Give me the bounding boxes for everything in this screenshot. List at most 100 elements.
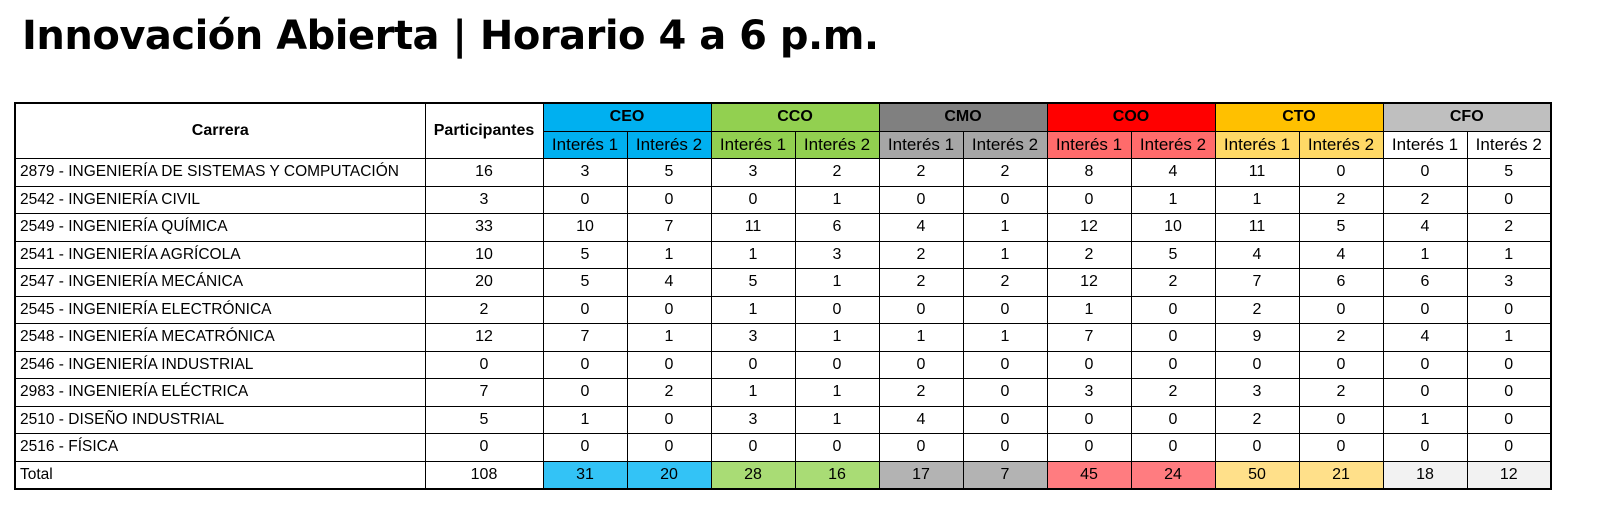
- cell-value: 0: [962, 350, 1048, 379]
- cell-participantes: 0: [424, 433, 544, 462]
- cell-participantes: 3: [424, 185, 544, 214]
- cell-value: 7: [542, 323, 628, 352]
- cell-value: 4: [1382, 213, 1468, 242]
- subheader-cco-interes-2: Interés 2: [794, 130, 880, 159]
- cell-value: 1: [1130, 185, 1216, 214]
- cell-value: 2: [1382, 185, 1468, 214]
- total-value: 20: [626, 460, 712, 490]
- cell-participantes: 20: [424, 268, 544, 297]
- cell-carrera: 2541 - INGENIERÍA AGRÍCOLA: [14, 240, 426, 269]
- table-row: 2545 - INGENIERÍA ELECTRÓNICA 2 0 0 1 0 0 0 1 0 2 0…: [14, 295, 1552, 324]
- cell-value: 5: [542, 268, 628, 297]
- cell-value: 6: [1382, 268, 1468, 297]
- cell-value: 2: [1214, 295, 1300, 324]
- cell-value: 2: [1046, 240, 1132, 269]
- cell-value: 2: [626, 378, 712, 407]
- cell-value: 4: [878, 405, 964, 434]
- cell-value: 0: [1298, 405, 1384, 434]
- subheader-cmo-interes-2: Interés 2: [962, 130, 1048, 159]
- total-row: Total 108 31 20 28 16 17 7 45 24 50 21 18 12: [14, 460, 1552, 490]
- cell-value: 2: [794, 158, 880, 187]
- cell-value: 0: [1214, 350, 1300, 379]
- table-row: 2879 - INGENIERÍA DE SISTEMAS Y COMPUTAC…: [14, 158, 1552, 187]
- cell-value: 9: [1214, 323, 1300, 352]
- cell-value: 5: [542, 240, 628, 269]
- cell-value: 0: [1382, 158, 1468, 187]
- cell-value: 1: [794, 185, 880, 214]
- cell-participantes: 10: [424, 240, 544, 269]
- cell-value: 2: [1298, 323, 1384, 352]
- cell-value: 1: [1466, 240, 1552, 269]
- cell-carrera: 2547 - INGENIERÍA MECÁNICA: [14, 268, 426, 297]
- cell-value: 0: [1382, 378, 1468, 407]
- header-row-groups: Carrera Participantes CEO CCO CMO COO CTO CFO: [14, 102, 1552, 159]
- cell-value: 1: [794, 323, 880, 352]
- cell-value: 0: [1214, 433, 1300, 462]
- cell-carrera: 2549 - INGENIERÍA QUÍMICA: [14, 213, 426, 242]
- cell-value: 3: [710, 405, 796, 434]
- cell-participantes: 12: [424, 323, 544, 352]
- subheader-coo-interes-1: Interés 1: [1046, 130, 1132, 159]
- cell-value: 1: [626, 240, 712, 269]
- cell-value: 1: [626, 323, 712, 352]
- header-row-interests: Interés 1 Interés 2 Interés 1 Interés 2 Inte…: [15, 130, 1552, 159]
- cell-value: 10: [1130, 213, 1216, 242]
- table-row: 2510 - DISEÑO INDUSTRIAL 5 1 0 3 1 4 0 0 0 2 0 1 0: [14, 405, 1552, 434]
- cell-value: 0: [962, 405, 1048, 434]
- total-value: 45: [1046, 460, 1132, 490]
- cell-value: 1: [794, 268, 880, 297]
- cell-value: 12: [1046, 213, 1132, 242]
- cell-value: 2: [878, 158, 964, 187]
- cell-value: 7: [626, 213, 712, 242]
- table-row: 2541 - INGENIERÍA AGRÍCOLA 10 5 1 1 3 2 1 2 5 4 4 1 1: [14, 240, 1552, 269]
- total-value: 50: [1214, 460, 1300, 490]
- cell-value: 2: [962, 268, 1048, 297]
- cell-value: 1: [878, 323, 964, 352]
- cell-value: 1: [1382, 405, 1468, 434]
- cell-value: 11: [1214, 158, 1300, 187]
- cell-value: 1: [962, 213, 1048, 242]
- cell-value: 0: [542, 378, 628, 407]
- cell-value: 0: [962, 378, 1048, 407]
- table-header: Carrera Participantes CEO CCO CMO COO CTO CFO In…: [14, 102, 1552, 159]
- cell-value: 0: [542, 433, 628, 462]
- cell-value: 0: [1466, 295, 1552, 324]
- total-label: Total: [14, 460, 426, 490]
- table-row: 2548 - INGENIERÍA MECATRÓNICA 12 7 1 3 1 1 1 7 0 9…: [14, 323, 1552, 352]
- cell-value: 1: [710, 295, 796, 324]
- cell-value: 0: [1046, 350, 1132, 379]
- cell-value: 3: [710, 323, 796, 352]
- cell-value: 0: [1046, 405, 1132, 434]
- cell-value: 2: [878, 268, 964, 297]
- cell-value: 0: [1382, 433, 1468, 462]
- cell-value: 0: [1130, 323, 1216, 352]
- cell-value: 1: [542, 405, 628, 434]
- cell-value: 0: [1130, 295, 1216, 324]
- cell-value: 7: [1214, 268, 1300, 297]
- cell-value: 0: [1130, 350, 1216, 379]
- cell-value: 6: [1298, 268, 1384, 297]
- cell-value: 5: [1130, 240, 1216, 269]
- cell-value: 1: [1382, 240, 1468, 269]
- cell-value: 5: [1466, 158, 1552, 187]
- group-header-ceo: CEO: [542, 102, 712, 132]
- cell-value: 0: [710, 433, 796, 462]
- cell-value: 1: [710, 378, 796, 407]
- cell-value: 0: [1382, 295, 1468, 324]
- cell-value: 1: [794, 378, 880, 407]
- subheader-ceo-interes-2: Interés 2: [626, 130, 712, 159]
- total-value: 28: [710, 460, 796, 490]
- cell-value: 0: [962, 433, 1048, 462]
- cell-value: 1: [1214, 185, 1300, 214]
- column-header-carrera: Carrera: [14, 102, 426, 159]
- participants-table: Carrera Participantes CEO CCO CMO COO CTO CFO In…: [14, 102, 1552, 490]
- cell-value: 0: [1298, 350, 1384, 379]
- total-value: 18: [1382, 460, 1468, 490]
- cell-value: 0: [626, 405, 712, 434]
- subheader-cfo-interes-2: Interés 2: [1466, 130, 1552, 159]
- cell-value: 0: [962, 185, 1048, 214]
- cell-carrera: 2548 - INGENIERÍA MECATRÓNICA: [14, 323, 426, 352]
- cell-carrera: 2983 - INGENIERÍA ELÉCTRICA: [14, 378, 426, 407]
- cell-value: 3: [1214, 378, 1300, 407]
- cell-value: 1: [962, 240, 1048, 269]
